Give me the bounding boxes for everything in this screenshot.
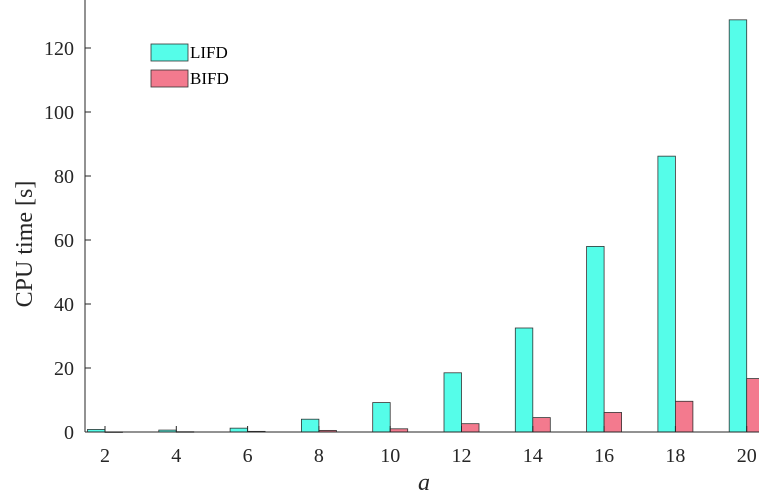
y-tick-label: 80 — [54, 166, 74, 188]
y-tick-label: 20 — [54, 358, 74, 380]
y-axis-title: CPU time [s] — [12, 181, 38, 308]
x-ticks-group: 2 4 6 8 10 12 14 16 18 20 — [100, 426, 757, 467]
legend-label-lifd: LIFD — [190, 43, 228, 62]
bar-bifd-18 — [675, 400, 694, 433]
bar-bifd-12 — [461, 423, 480, 433]
x-tick-label: 2 — [100, 445, 110, 467]
bar-lifd-10 — [372, 402, 391, 433]
x-tick-label: 10 — [380, 445, 400, 467]
bar-lifd-16 — [586, 245, 605, 433]
x-tick-label: 16 — [594, 445, 614, 467]
y-tick-label: 60 — [54, 230, 74, 252]
bar-lifd-6 — [229, 427, 249, 433]
x-tick-label: 14 — [523, 445, 543, 467]
bar-bifd-16 — [603, 412, 622, 433]
bar-bifd-14 — [532, 417, 551, 433]
bar-lifd-18 — [657, 155, 676, 433]
x-tick-label: 18 — [665, 445, 685, 467]
bar-lifd-12 — [443, 372, 462, 433]
axes-group — [84, 0, 759, 433]
bar-lifd-20 — [728, 19, 748, 433]
x-tick-label: 4 — [171, 445, 181, 467]
bar-lifd-8 — [300, 418, 320, 433]
legend: LIFD BIFD — [150, 43, 229, 88]
bar-bifd-20 — [746, 378, 759, 433]
bar-lifd-14 — [514, 327, 534, 433]
x-tick-label: 20 — [737, 445, 757, 467]
legend-label-bifd: BIFD — [190, 69, 229, 88]
y-tick-label: 120 — [44, 38, 74, 60]
y-tick-label: 40 — [54, 294, 74, 316]
y-tick-label: 100 — [44, 102, 74, 124]
x-tick-label: 12 — [452, 445, 472, 467]
y-ticks-group: 0 20 40 60 80 100 120 — [44, 38, 91, 444]
legend-swatch-bifd — [150, 69, 189, 88]
y-tick-label: 0 — [64, 422, 74, 444]
x-axis-title: a — [418, 470, 430, 496]
x-tick-label: 6 — [243, 445, 253, 467]
legend-swatch-lifd — [150, 43, 189, 62]
x-tick-label: 8 — [314, 445, 324, 467]
